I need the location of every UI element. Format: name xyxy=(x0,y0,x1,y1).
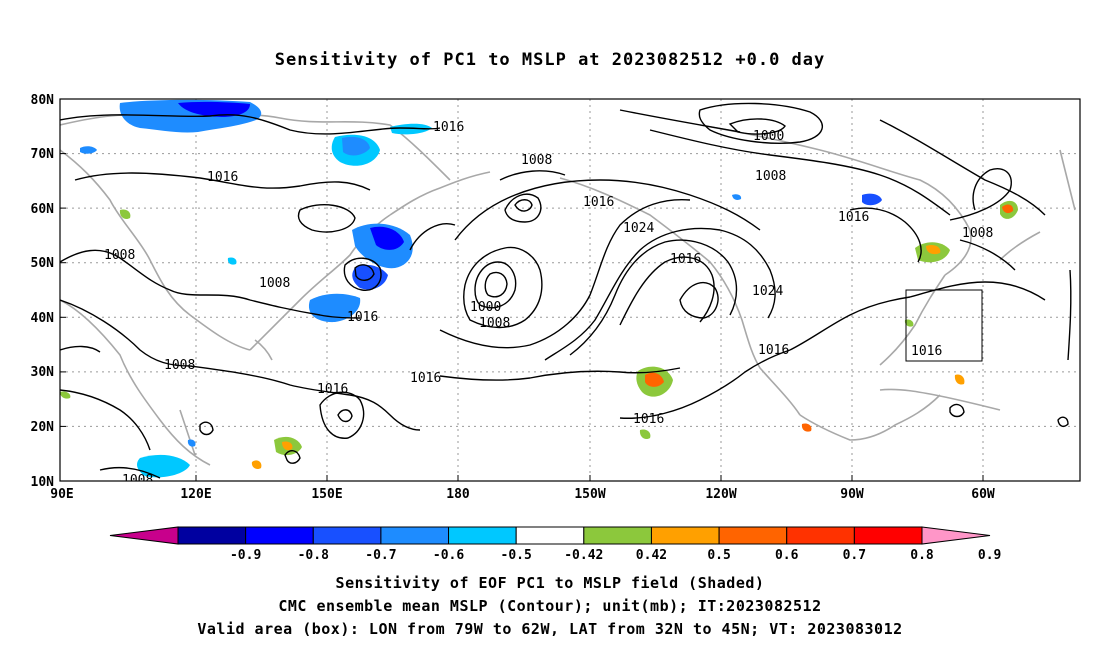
caption-valid-area: Valid area (box): LON from 79W to 62W, L… xyxy=(197,620,903,638)
contour-label: 1008 xyxy=(164,358,195,373)
colorbar-tick-label: 0.6 xyxy=(775,548,799,563)
contour-label: 1016 xyxy=(410,371,441,386)
colorbar-box xyxy=(650,526,720,545)
contour-label: 1016 xyxy=(207,170,238,185)
contour-label: 1008 xyxy=(122,473,153,488)
colorbar-tick-label: 0.9 xyxy=(978,548,1001,563)
contour-label: 1008 xyxy=(755,169,786,184)
lon-label: 60W xyxy=(971,487,995,502)
contour-label: 1000 xyxy=(753,129,784,144)
map-frame xyxy=(59,98,1081,482)
lat-label: 60N xyxy=(31,202,55,217)
colorbar-box xyxy=(177,526,247,545)
colorbar-box xyxy=(786,526,855,545)
contour-label: 1016 xyxy=(911,344,942,359)
contour-label: 1016 xyxy=(347,310,378,325)
colorbar-box xyxy=(515,526,585,545)
lon-label: 120W xyxy=(705,487,736,502)
lon-label: 90W xyxy=(840,487,864,502)
colorbar-box xyxy=(380,526,450,545)
contour-labels: 1016 1016 1008 1008 1016 1000 1008 1016 … xyxy=(104,120,993,488)
lat-label: 40N xyxy=(31,311,55,326)
figure-title: Sensitivity of PC1 to MSLP at 2023082512… xyxy=(274,50,826,70)
lat-label: 80N xyxy=(31,93,55,108)
lon-label: 120E xyxy=(180,487,211,502)
caption-contour: CMC ensemble mean MSLP (Contour); unit(m… xyxy=(278,597,822,615)
contour-label: 1008 xyxy=(479,316,510,331)
contour-label: 1008 xyxy=(521,153,552,168)
colorbar-triangle-low xyxy=(109,526,179,545)
colorbar-tick-label: 0.8 xyxy=(910,548,934,563)
latitude-labels: 80N 70N 60N 50N 40N 30N 20N 10N xyxy=(31,93,55,490)
contour-label: 1000 xyxy=(470,300,501,315)
colorbar-tick-label: -0.7 xyxy=(365,548,396,563)
colorbar-box xyxy=(245,526,314,545)
colorbar: -0.9 -0.8 -0.7 -0.6 -0.5 -0.42 0.42 0.5 0.6 0.7 0.… xyxy=(109,526,1001,563)
contour-label: 1008 xyxy=(259,276,290,291)
lon-label: 150E xyxy=(311,487,342,502)
contour-label: 1016 xyxy=(317,382,348,397)
colorbar-box xyxy=(853,526,923,545)
lat-label: 20N xyxy=(31,420,55,435)
lat-label: 10N xyxy=(31,475,55,490)
lat-label: 50N xyxy=(31,256,55,271)
colorbar-tick-label: 0.7 xyxy=(843,548,866,563)
contour-label: 1016 xyxy=(583,195,614,210)
contour-label: 1008 xyxy=(962,226,993,241)
valid-area-box xyxy=(905,289,983,362)
colorbar-box xyxy=(448,526,517,545)
mslp-contours xyxy=(60,102,1072,479)
lat-label: 30N xyxy=(31,365,55,380)
axis-ticks xyxy=(60,98,984,482)
longitude-labels: 90E 120E 150E 180 150W 120W 90W 60W xyxy=(50,487,995,502)
contour-label: 1024 xyxy=(752,284,783,299)
contour-label: 1008 xyxy=(104,248,135,263)
colorbar-tick-label: -0.6 xyxy=(433,548,464,563)
sensitivity-shading xyxy=(60,99,1018,478)
colorbar-tick-label: -0.42 xyxy=(564,548,603,563)
colorbar-tick-label: -0.9 xyxy=(230,548,261,563)
lat-label: 70N xyxy=(31,147,55,162)
colorbar-tick-label: 0.5 xyxy=(707,548,730,563)
colorbar-box xyxy=(583,526,652,545)
lon-label: 150W xyxy=(574,487,605,502)
contour-label: 1016 xyxy=(838,210,869,225)
colorbar-box xyxy=(312,526,382,545)
colorbar-box xyxy=(718,526,788,545)
colorbar-tick-label: -0.5 xyxy=(501,548,532,563)
colorbar-triangle-high xyxy=(921,526,991,545)
contour-label: 1016 xyxy=(433,120,464,135)
contour-label: 1024 xyxy=(623,221,654,236)
colorbar-tick-label: -0.8 xyxy=(298,548,329,563)
lon-label: 90E xyxy=(50,487,73,502)
lon-label: 180 xyxy=(446,487,470,502)
contour-label: 1016 xyxy=(670,252,701,267)
contour-label: 1016 xyxy=(758,343,789,358)
caption-shading: Sensitivity of EOF PC1 to MSLP field (Sh… xyxy=(335,574,765,592)
contour-label: 1016 xyxy=(633,412,664,427)
colorbar-tick-label: 0.42 xyxy=(636,548,667,563)
